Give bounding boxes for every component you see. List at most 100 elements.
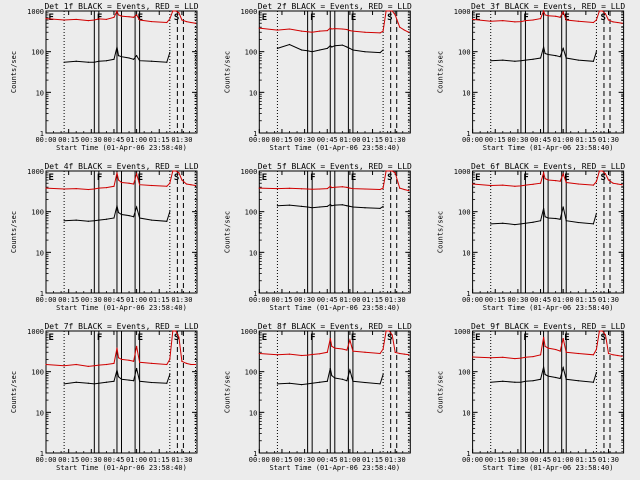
x-tick-label: 00:30: [294, 456, 315, 464]
x-tick-label: 01:30: [385, 136, 406, 144]
x-tick-label: 01:15: [362, 296, 383, 304]
marker-letter: F: [523, 13, 528, 23]
x-tick-label: 01:15: [149, 136, 170, 144]
y-tick-label: 100: [31, 49, 44, 57]
x-tick-label: 01:00: [553, 296, 574, 304]
panel-title: Det 3f BLACK = Events, RED = LLD: [471, 2, 625, 11]
x-tick-label: 01:15: [575, 456, 596, 464]
series-lld: [472, 330, 623, 360]
x-tick-label: 00:30: [507, 456, 528, 464]
y-tick-label: 100: [31, 369, 44, 377]
marker-letter: S: [600, 13, 605, 23]
panel-title: Det 7f BLACK = Events, RED = LLD: [44, 322, 198, 331]
x-axis-label: Start Time (01-Apr-06 23:58:40): [56, 304, 187, 312]
y-tick-label: 100: [245, 209, 258, 217]
x-tick-label: 01:15: [575, 136, 596, 144]
marker-letter: E: [49, 173, 54, 183]
series-lld: [258, 170, 410, 192]
x-axis-label: Start Time (01-Apr-06 23:58:40): [269, 144, 400, 152]
x-tick-label: 00:15: [271, 456, 292, 464]
marker-letter: E: [49, 333, 54, 343]
marker-letter: E: [351, 173, 356, 183]
y-tick-label: 100: [458, 369, 471, 377]
y-tick-label: 1: [466, 130, 470, 138]
y-axis-label: Counts/sec: [437, 211, 445, 253]
x-tick-label: 00:15: [58, 136, 79, 144]
panel-title: Det 6f BLACK = Events, RED = LLD: [471, 162, 625, 171]
x-tick-label: 01:15: [362, 136, 383, 144]
series-events: [490, 206, 598, 226]
series-events: [490, 46, 598, 62]
marker-letter: E: [138, 173, 143, 183]
series-line-lld: [472, 170, 623, 187]
x-axis-label: Start Time (01-Apr-06 23:58:40): [483, 464, 614, 472]
detector-panel-1: Det 1f BLACK = Events, RED = LLD 1 10 100 10…: [10, 2, 199, 152]
x-tick-label: 01:00: [126, 136, 147, 144]
y-tick-label: 1: [466, 290, 470, 298]
y-axis-label: Counts/sec: [437, 51, 445, 93]
y-tick-label: 1: [466, 450, 470, 458]
marker-letter: S: [600, 173, 605, 183]
y-tick-label: 1000: [454, 328, 471, 336]
marker-letter: F: [523, 333, 528, 343]
series-line-events: [64, 368, 171, 385]
x-tick-label: 01:00: [553, 136, 574, 144]
x-tick-label: 00:45: [103, 136, 124, 144]
marker-letter: F: [97, 13, 102, 23]
x-tick-label: 00:00: [35, 296, 56, 304]
x-axis-label: Start Time (01-Apr-06 23:58:40): [483, 304, 614, 312]
series-line-lld: [259, 10, 410, 34]
y-tick-label: 1000: [240, 328, 257, 336]
x-tick-label: 00:45: [530, 456, 551, 464]
y-tick-label: 1000: [27, 328, 44, 336]
panel-title: Det 5f BLACK = Events, RED = LLD: [258, 162, 412, 171]
series-line-events: [64, 46, 171, 63]
x-tick-label: 01:30: [598, 456, 619, 464]
x-tick-label: 01:00: [126, 456, 147, 464]
y-axis-label: Counts/sec: [223, 211, 231, 253]
marker-letter: E: [475, 173, 480, 183]
x-tick-label: 00:15: [485, 456, 506, 464]
y-tick-label: 1: [253, 290, 257, 298]
x-tick-label: 00:00: [249, 136, 270, 144]
x-tick-label: 00:00: [462, 456, 483, 464]
series-lld: [258, 10, 410, 34]
marker-letter: F: [97, 333, 102, 343]
y-tick-label: 100: [458, 49, 471, 57]
marker-letter: F: [97, 173, 102, 183]
panel-title: Det 4f BLACK = Events, RED = LLD: [44, 162, 198, 171]
x-tick-label: 00:00: [35, 136, 56, 144]
y-tick-label: 10: [36, 249, 44, 257]
y-tick-label: 10: [462, 249, 470, 257]
series-line-events: [490, 365, 597, 383]
x-tick-label: 01:00: [553, 456, 574, 464]
y-axis-label: Counts/sec: [223, 51, 231, 93]
x-axis-label: Start Time (01-Apr-06 23:58:40): [56, 464, 187, 472]
y-tick-label: 1: [40, 130, 44, 138]
series-line-events: [490, 46, 597, 62]
marker-letter: E: [262, 333, 267, 343]
x-tick-label: 00:15: [58, 296, 79, 304]
marker-letter: E: [49, 13, 54, 23]
x-tick-label: 00:45: [317, 456, 338, 464]
panel-title: Det 8f BLACK = Events, RED = LLD: [258, 322, 412, 331]
y-tick-label: 1000: [454, 8, 471, 16]
y-tick-label: 100: [31, 209, 44, 217]
series-lld: [45, 170, 197, 191]
series-line-lld: [45, 170, 196, 191]
x-tick-label: 00:00: [462, 296, 483, 304]
detector-panel-5: Det 5f BLACK = Events, RED = LLD 1 10 100 10…: [223, 162, 412, 312]
y-tick-label: 1: [40, 450, 44, 458]
y-axis-label: Counts/sec: [10, 211, 18, 253]
marker-letter: E: [351, 333, 356, 343]
x-tick-label: 01:15: [149, 456, 170, 464]
marker-letter: S: [387, 173, 392, 183]
series-lld: [45, 9, 197, 24]
marker-letter: S: [600, 333, 605, 343]
series-events: [63, 205, 171, 222]
series-events: [276, 367, 384, 386]
x-axis-label: Start Time (01-Apr-06 23:58:40): [56, 144, 187, 152]
x-tick-label: 00:15: [58, 456, 79, 464]
marker-letter: E: [564, 13, 569, 23]
